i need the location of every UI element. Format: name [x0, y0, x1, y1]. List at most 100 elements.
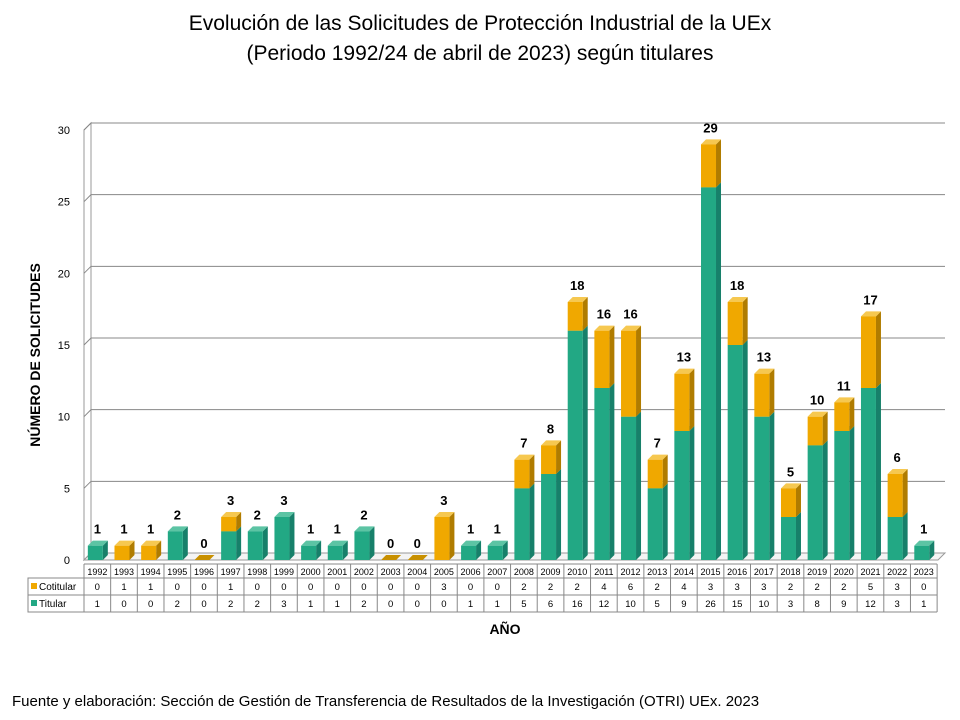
x-tick-label: 2002 — [354, 567, 374, 577]
data-label: 1 — [334, 522, 341, 537]
data-label: 1 — [494, 522, 501, 537]
data-label: 29 — [703, 120, 717, 135]
table-cell-cotitular: 0 — [175, 582, 180, 593]
data-label: 7 — [520, 436, 527, 451]
bar-titular — [328, 546, 343, 560]
bar-titular-side — [529, 483, 534, 560]
bar-titular-side — [183, 526, 188, 560]
bar-titular — [888, 517, 903, 560]
data-label: 13 — [757, 350, 771, 365]
table-cell-cotitular: 2 — [521, 582, 526, 593]
x-tick-label: 1994 — [141, 567, 161, 577]
y-tick-label: 30 — [58, 125, 70, 137]
data-label: 11 — [837, 378, 851, 393]
table-cell-titular: 10 — [625, 599, 636, 610]
bar-titular-side — [556, 469, 561, 560]
data-label: 18 — [570, 278, 584, 293]
bar-titular — [594, 388, 609, 560]
gridline — [84, 123, 945, 130]
table-cell-cotitular: 2 — [788, 582, 793, 593]
bar-titular — [728, 345, 743, 560]
bar-titular-side — [636, 412, 641, 560]
data-label: 0 — [414, 536, 421, 551]
bar-cotitular — [221, 517, 236, 531]
bar-titular-side — [663, 483, 668, 560]
table-cell-cotitular: 3 — [761, 582, 766, 593]
bar-titular — [221, 531, 236, 560]
table-cell-titular: 8 — [815, 599, 820, 610]
data-label: 6 — [894, 450, 901, 465]
legend-label: Cotitular — [39, 582, 77, 593]
table-cell-titular: 1 — [921, 599, 926, 610]
table-cell-titular: 16 — [572, 599, 583, 610]
data-label: 1 — [307, 522, 314, 537]
table-cell-cotitular: 2 — [575, 582, 580, 593]
x-tick-label: 1993 — [114, 567, 134, 577]
x-tick-label: 2023 — [914, 567, 934, 577]
x-tick-label: 2018 — [780, 567, 800, 577]
x-tick-label: 2010 — [567, 567, 587, 577]
bar-cotitular — [701, 144, 716, 187]
bar-titular — [674, 431, 689, 560]
bar-cotitular — [568, 302, 583, 331]
table-cell-cotitular: 0 — [495, 582, 500, 593]
data-label: 3 — [280, 493, 287, 508]
table-cell-titular: 2 — [228, 599, 233, 610]
table-cell-cotitular: 0 — [388, 582, 393, 593]
x-tick-label: 2021 — [860, 567, 880, 577]
x-tick-label: 2011 — [594, 567, 613, 577]
bar-titular — [701, 187, 716, 560]
bar-cotitular — [114, 546, 129, 560]
bar-titular-side — [716, 182, 721, 560]
y-tick-label: 0 — [64, 555, 70, 567]
bar-cotitular-side — [716, 139, 721, 187]
table-cell-titular: 6 — [548, 599, 553, 610]
bar-cotitular-side — [636, 326, 641, 417]
bar-titular — [754, 417, 769, 560]
x-tick-label: 1996 — [194, 567, 214, 577]
bar-titular — [354, 531, 369, 560]
x-tick-label: 2007 — [487, 567, 507, 577]
bar-cotitular — [781, 488, 796, 517]
table-cell-cotitular: 0 — [308, 582, 313, 593]
source-note: Fuente y elaboración: Sección de Gestión… — [12, 693, 759, 710]
bar-titular — [274, 517, 289, 560]
table-cell-titular: 0 — [415, 599, 420, 610]
table-cell-titular: 2 — [255, 599, 260, 610]
bar-cotitular — [808, 417, 823, 446]
x-tick-label: 2017 — [754, 567, 774, 577]
table-cell-titular: 0 — [121, 599, 126, 610]
table-cell-titular: 3 — [894, 599, 899, 610]
bar-cotitular — [674, 374, 689, 431]
bar-titular-side — [236, 526, 241, 560]
legend-label: Titular — [39, 599, 67, 610]
x-tick-label: 1997 — [221, 567, 241, 577]
bar-cotitular — [541, 445, 556, 474]
x-tick-label: 2019 — [807, 567, 827, 577]
table-cell-titular: 1 — [308, 599, 313, 610]
table-cell-cotitular: 2 — [815, 582, 820, 593]
bar-titular — [568, 331, 583, 560]
bar-titular-side — [689, 426, 694, 560]
bar-titular — [168, 531, 183, 560]
table-cell-cotitular: 1 — [228, 582, 233, 593]
bar-titular — [488, 546, 503, 560]
bar-cotitular-side — [876, 311, 881, 388]
legend-swatch — [31, 600, 37, 606]
data-label: 3 — [227, 493, 234, 508]
bar-titular — [808, 445, 823, 560]
table-cell-titular: 26 — [705, 599, 716, 610]
table-cell-cotitular: 3 — [735, 582, 740, 593]
bar-cotitular-side — [743, 297, 748, 345]
data-label: 1 — [920, 522, 927, 537]
data-label: 2 — [254, 507, 261, 522]
table-cell-titular: 5 — [521, 599, 526, 610]
table-cell-titular: 1 — [468, 599, 473, 610]
bar-titular-side — [769, 412, 774, 560]
bar-titular — [301, 546, 316, 560]
y-tick-label: 15 — [58, 340, 70, 352]
bar-cotitular-side — [449, 512, 454, 560]
table-cell-titular: 0 — [148, 599, 153, 610]
x-tick-label: 2012 — [621, 567, 641, 577]
